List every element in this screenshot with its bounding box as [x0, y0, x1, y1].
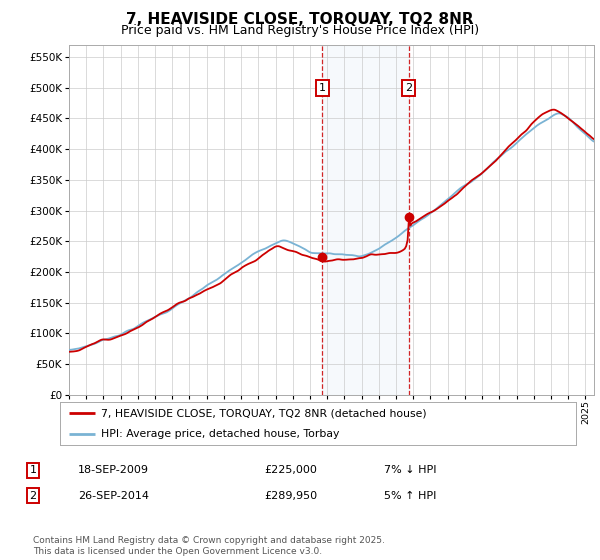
Text: 7, HEAVISIDE CLOSE, TORQUAY, TQ2 8NR: 7, HEAVISIDE CLOSE, TORQUAY, TQ2 8NR: [126, 12, 474, 27]
Text: HPI: Average price, detached house, Torbay: HPI: Average price, detached house, Torb…: [101, 430, 340, 439]
Text: 1: 1: [319, 83, 326, 93]
Text: £225,000: £225,000: [264, 465, 317, 475]
Text: £289,950: £289,950: [264, 491, 317, 501]
Bar: [322, 45, 409, 395]
Text: 1: 1: [29, 465, 37, 475]
Text: 2: 2: [405, 83, 412, 93]
Text: 26-SEP-2014: 26-SEP-2014: [78, 491, 149, 501]
Text: Price paid vs. HM Land Registry's House Price Index (HPI): Price paid vs. HM Land Registry's House …: [121, 24, 479, 36]
Text: 18-SEP-2009: 18-SEP-2009: [78, 465, 149, 475]
Text: Contains HM Land Registry data © Crown copyright and database right 2025.
This d: Contains HM Land Registry data © Crown c…: [33, 536, 385, 556]
Text: 2: 2: [29, 491, 37, 501]
Text: 7% ↓ HPI: 7% ↓ HPI: [384, 465, 437, 475]
Text: 7, HEAVISIDE CLOSE, TORQUAY, TQ2 8NR (detached house): 7, HEAVISIDE CLOSE, TORQUAY, TQ2 8NR (de…: [101, 408, 427, 418]
Text: 5% ↑ HPI: 5% ↑ HPI: [384, 491, 436, 501]
